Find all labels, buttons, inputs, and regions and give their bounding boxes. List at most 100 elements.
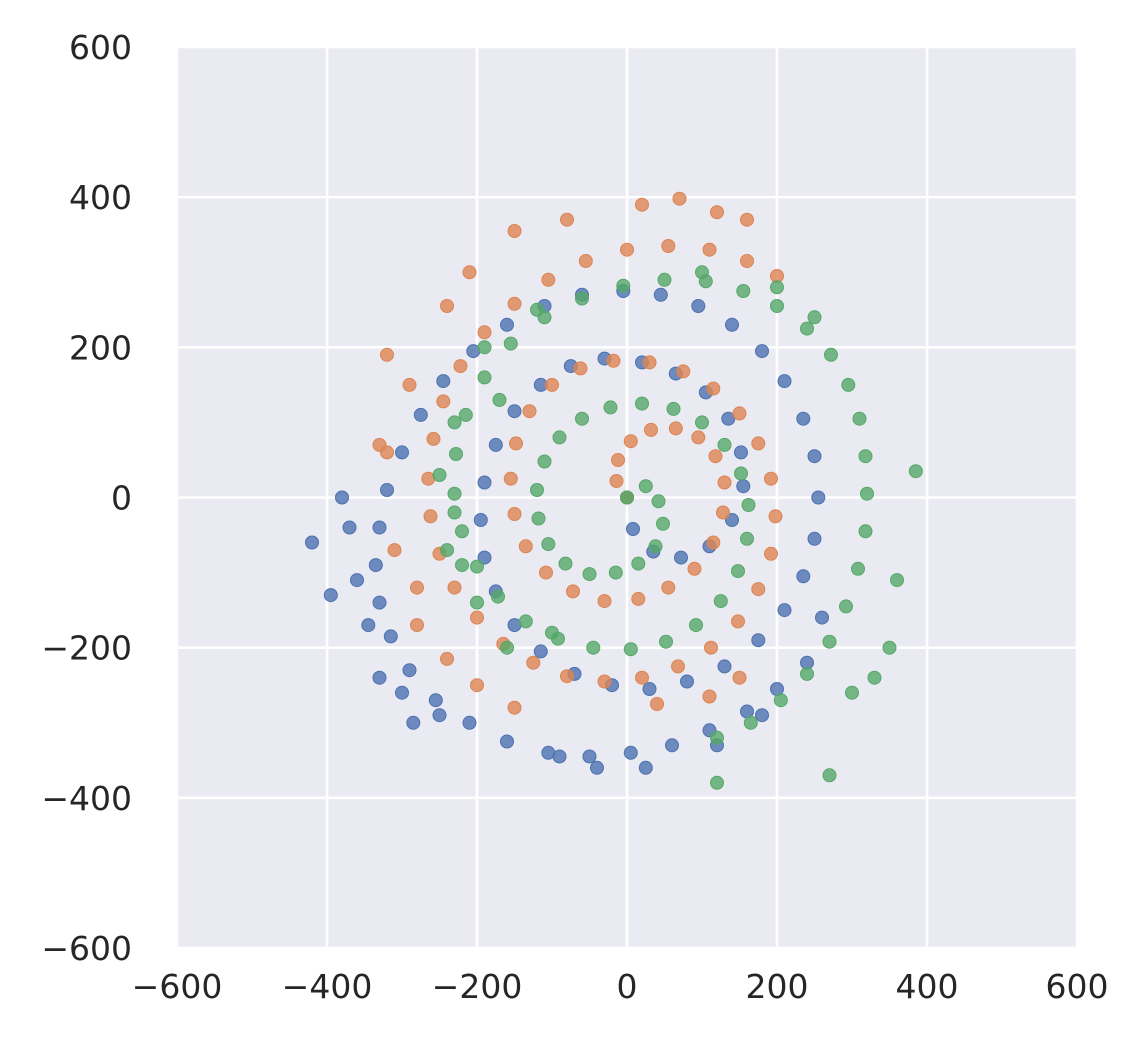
- data-point: [608, 565, 623, 580]
- data-point: [704, 640, 718, 655]
- data-point: [717, 659, 732, 674]
- data-point: [453, 359, 468, 374]
- data-point: [710, 775, 724, 790]
- data-point: [410, 580, 424, 595]
- data-point: [575, 291, 589, 306]
- data-point: [537, 454, 552, 469]
- data-point: [695, 415, 709, 430]
- data-point: [335, 490, 349, 505]
- data-point: [736, 479, 751, 494]
- data-point: [526, 655, 541, 670]
- data-point: [500, 640, 514, 655]
- data-point: [449, 447, 463, 461]
- y-tick-label: 600: [69, 28, 132, 67]
- data-point: [653, 287, 668, 302]
- data-point: [642, 682, 657, 696]
- x-tick-label: −600: [132, 967, 223, 1006]
- data-point: [552, 430, 567, 445]
- data-point: [860, 486, 874, 501]
- data-point: [533, 644, 548, 659]
- data-point: [651, 494, 666, 509]
- data-point: [623, 745, 638, 760]
- data-point: [635, 197, 649, 212]
- data-point: [741, 498, 756, 512]
- data-point: [867, 670, 882, 685]
- data-point: [656, 516, 670, 531]
- data-point: [796, 411, 811, 426]
- data-point: [383, 629, 398, 644]
- data-point: [590, 760, 604, 775]
- data-point: [530, 483, 544, 497]
- data-point: [530, 302, 544, 317]
- data-point: [395, 445, 409, 460]
- data-point: [731, 564, 745, 579]
- data-point: [717, 475, 732, 490]
- data-point: [631, 591, 646, 606]
- data-point: [470, 678, 484, 693]
- data-point: [822, 634, 837, 649]
- data-point: [368, 558, 383, 573]
- data-point: [582, 567, 597, 582]
- data-point: [539, 565, 553, 580]
- data-point: [858, 449, 873, 464]
- y-tick-label: 200: [69, 328, 132, 367]
- data-point: [676, 364, 691, 379]
- data-point: [731, 614, 745, 629]
- data-point: [620, 490, 634, 505]
- data-point: [623, 642, 638, 657]
- data-point: [740, 254, 754, 268]
- data-point: [518, 539, 533, 554]
- data-point: [387, 543, 402, 558]
- data-point: [380, 347, 394, 362]
- data-point: [764, 546, 778, 561]
- data-point: [507, 507, 522, 521]
- data-point: [672, 191, 687, 206]
- data-point: [462, 715, 477, 730]
- data-point: [644, 422, 658, 437]
- data-point: [713, 594, 728, 609]
- x-tick-label: 600: [1046, 967, 1109, 1006]
- data-point: [541, 272, 556, 287]
- data-point: [839, 599, 853, 614]
- x-tick-label: 400: [896, 967, 959, 1006]
- data-point: [500, 317, 514, 332]
- x-tick-label: 0: [617, 967, 638, 1006]
- x-tick-label: −400: [282, 967, 373, 1006]
- data-point: [824, 347, 838, 362]
- data-point: [687, 561, 702, 576]
- data-point: [477, 325, 492, 340]
- data-point: [507, 700, 522, 715]
- data-point: [755, 344, 769, 359]
- data-point: [631, 556, 646, 571]
- data-point: [606, 353, 621, 368]
- data-point: [623, 434, 638, 449]
- data-point: [518, 614, 533, 629]
- data-point: [668, 421, 683, 436]
- data-point: [558, 556, 573, 571]
- data-point: [611, 453, 625, 467]
- data-point: [661, 239, 676, 253]
- data-point: [851, 561, 865, 576]
- data-point: [560, 212, 574, 227]
- data-point: [380, 483, 394, 497]
- data-point: [702, 242, 717, 257]
- data-point: [477, 340, 492, 355]
- data-point: [740, 531, 754, 546]
- data-point: [372, 520, 387, 535]
- data-point: [716, 505, 730, 520]
- data-point: [710, 205, 724, 220]
- data-point: [702, 689, 717, 704]
- data-point: [455, 558, 469, 573]
- data-point: [736, 284, 751, 298]
- data-point: [477, 475, 492, 490]
- data-point: [426, 431, 441, 446]
- x-axis-tick-labels: −600 −400 −200 0 200 400 600: [132, 967, 1109, 1006]
- y-tick-label: −200: [41, 629, 132, 668]
- data-point: [751, 582, 766, 597]
- data-point: [477, 370, 492, 385]
- data-point: [500, 734, 514, 749]
- data-point: [503, 336, 518, 351]
- data-point: [305, 535, 319, 550]
- series-3: [432, 265, 923, 790]
- data-point: [447, 580, 462, 595]
